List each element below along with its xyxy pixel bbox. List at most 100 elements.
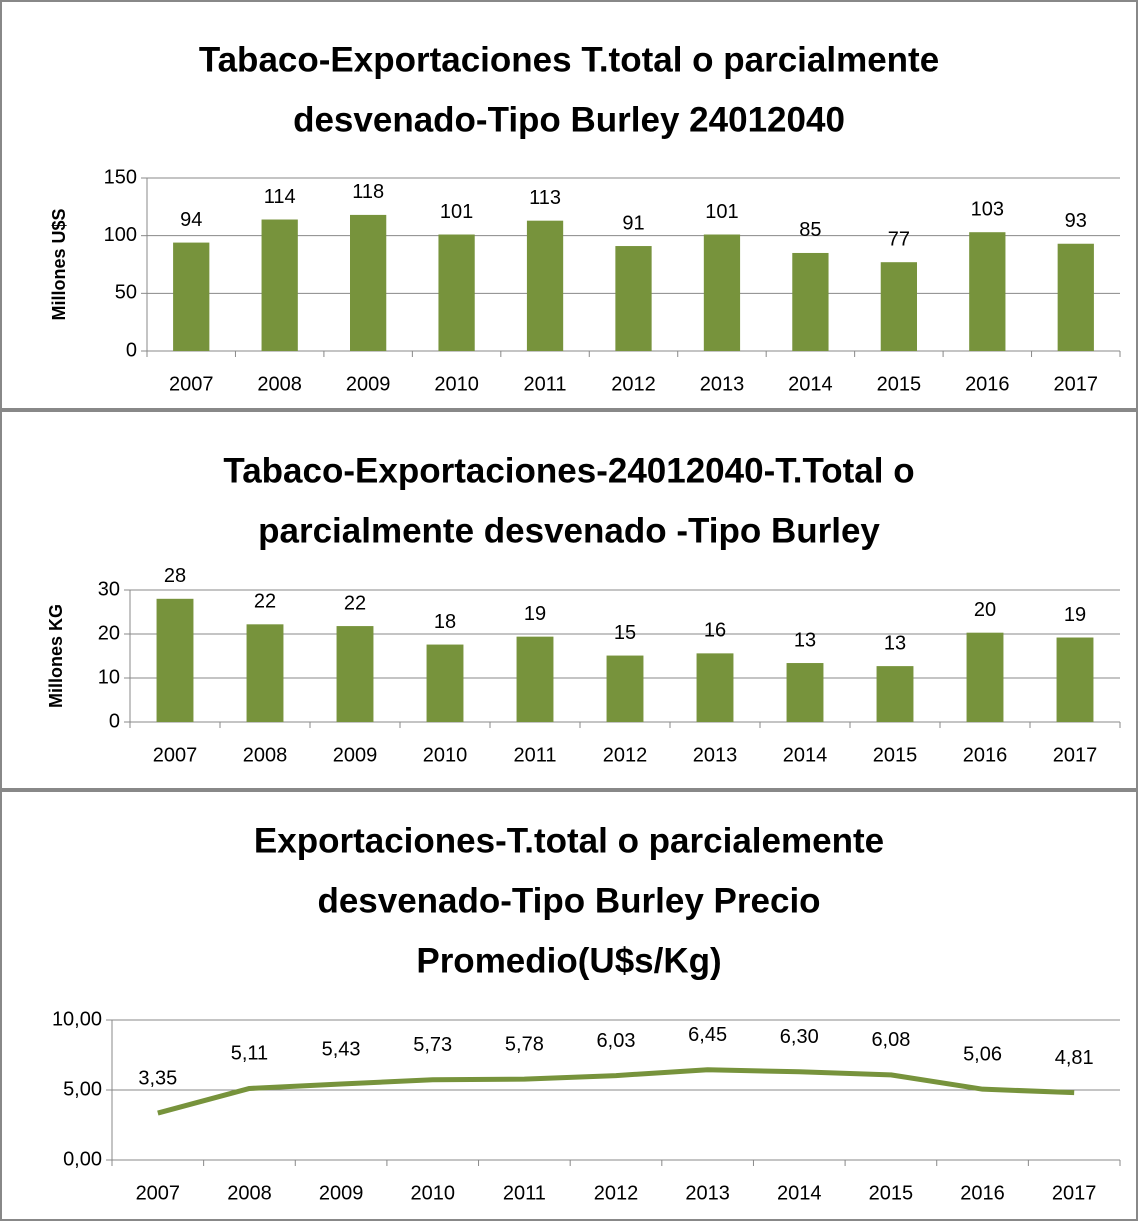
bar: [966, 632, 1004, 722]
data-label: 3,35: [138, 1067, 177, 1089]
bar: [786, 663, 824, 722]
x-tick-label: 2012: [603, 744, 648, 766]
x-tick-label: 2008: [243, 744, 288, 766]
bar: [261, 219, 298, 351]
data-label: 28: [164, 565, 186, 587]
x-tick-label: 2011: [513, 744, 556, 766]
data-label: 118: [352, 181, 384, 203]
x-tick-label: 2013: [685, 1182, 730, 1204]
x-tick-label: 2008: [257, 373, 302, 395]
x-tick-label: 2011: [503, 1182, 546, 1204]
x-tick-label: 2017: [1052, 1182, 1097, 1204]
data-label: 5,78: [505, 1033, 544, 1055]
data-label: 114: [264, 186, 296, 208]
data-label: 6,30: [780, 1026, 819, 1048]
data-label: 16: [704, 620, 726, 642]
x-tick-label: 2010: [410, 1182, 455, 1204]
data-label: 13: [794, 629, 816, 651]
y-axis-label: Millones U$S: [49, 208, 69, 320]
x-tick-label: 2009: [319, 1182, 364, 1204]
chart-title: Exportaciones-T.total o parcialemente: [254, 821, 884, 860]
y-tick-label: 10,00: [52, 1008, 102, 1030]
x-tick-label: 2013: [693, 744, 738, 766]
x-tick-label: 2013: [700, 373, 745, 395]
x-tick-label: 2008: [227, 1182, 272, 1204]
x-tick-label: 2012: [594, 1182, 639, 1204]
x-tick-label: 2017: [1053, 744, 1098, 766]
bar: [526, 220, 564, 351]
chart-title: Tabaco-Exportaciones-24012040-T.Total o: [223, 451, 914, 490]
bar: [1056, 637, 1094, 722]
data-label: 101: [440, 201, 473, 223]
bar: [880, 262, 917, 351]
chart-title: Tabaco-Exportaciones T.total o parcialme…: [199, 40, 939, 79]
x-tick-label: 2007: [169, 373, 214, 395]
data-label: 19: [524, 603, 546, 625]
bar: [350, 214, 387, 351]
x-tick-label: 2015: [869, 1182, 914, 1204]
x-tick-label: 2010: [423, 744, 468, 766]
y-tick-label: 0: [126, 339, 137, 361]
data-label: 77: [888, 228, 910, 250]
data-label: 101: [705, 201, 738, 223]
data-label: 6,45: [688, 1024, 727, 1046]
x-tick-label: 2009: [346, 373, 391, 395]
data-label: 4,81: [1055, 1047, 1094, 1069]
x-tick-label: 2007: [136, 1182, 181, 1204]
y-tick-label: 0: [109, 710, 120, 732]
x-tick-label: 2012: [611, 373, 656, 395]
data-label: 22: [344, 592, 366, 614]
data-label: 5,06: [963, 1043, 1002, 1065]
data-label: 5,11: [231, 1043, 268, 1065]
x-tick-label: 2015: [877, 373, 922, 395]
bar: [792, 252, 829, 351]
data-label: 103: [971, 198, 1004, 220]
bar: [336, 626, 374, 722]
y-tick-label: 0,00: [63, 1148, 102, 1170]
bar: [703, 234, 741, 351]
y-tick-label: 10: [98, 666, 120, 688]
x-tick-label: 2007: [153, 744, 198, 766]
line: [157, 1067, 1075, 1116]
bar: [1057, 243, 1094, 351]
data-label: 13: [884, 632, 906, 654]
y-tick-label: 100: [104, 224, 137, 246]
x-tick-label: 2011: [524, 373, 567, 395]
y-tick-label: 30: [98, 578, 120, 600]
x-tick-label: 2014: [783, 744, 828, 766]
data-label: 5,73: [413, 1034, 452, 1056]
x-tick-label: 2014: [777, 1182, 822, 1204]
data-label: 113: [529, 187, 561, 209]
chart-title: Promedio(U$s/Kg): [416, 941, 721, 980]
x-tick-label: 2015: [873, 744, 918, 766]
data-label: 22: [254, 591, 276, 613]
chart-title: desvenado-Tipo Burley Precio: [317, 881, 820, 920]
x-tick-label: 2009: [333, 744, 378, 766]
bar: [516, 636, 554, 722]
data-label: 19: [1064, 604, 1086, 626]
chart-title: parcialmente desvenado -Tipo Burley: [258, 511, 880, 550]
data-label: 6,03: [597, 1030, 636, 1052]
x-tick-label: 2017: [1054, 373, 1099, 395]
bar: [438, 234, 475, 351]
panel: [0, 790, 1138, 1221]
bar: [606, 655, 644, 722]
x-tick-label: 2016: [963, 744, 1008, 766]
data-label: 94: [180, 209, 202, 231]
data-label: 91: [622, 212, 644, 234]
bar: [246, 624, 284, 722]
chart-title: desvenado-Tipo Burley 24012040: [293, 100, 845, 139]
bar: [615, 246, 652, 351]
data-label: 15: [614, 622, 636, 644]
x-tick-label: 2016: [965, 373, 1010, 395]
data-label: 85: [799, 219, 821, 241]
data-label: 93: [1065, 210, 1087, 232]
bar: [173, 242, 210, 351]
bar: [969, 232, 1006, 351]
y-axis-label: Millones KG: [46, 604, 66, 708]
y-tick-label: 20: [98, 622, 120, 644]
data-label: 18: [434, 611, 456, 633]
x-tick-label: 2014: [788, 373, 833, 395]
bar: [426, 644, 464, 722]
